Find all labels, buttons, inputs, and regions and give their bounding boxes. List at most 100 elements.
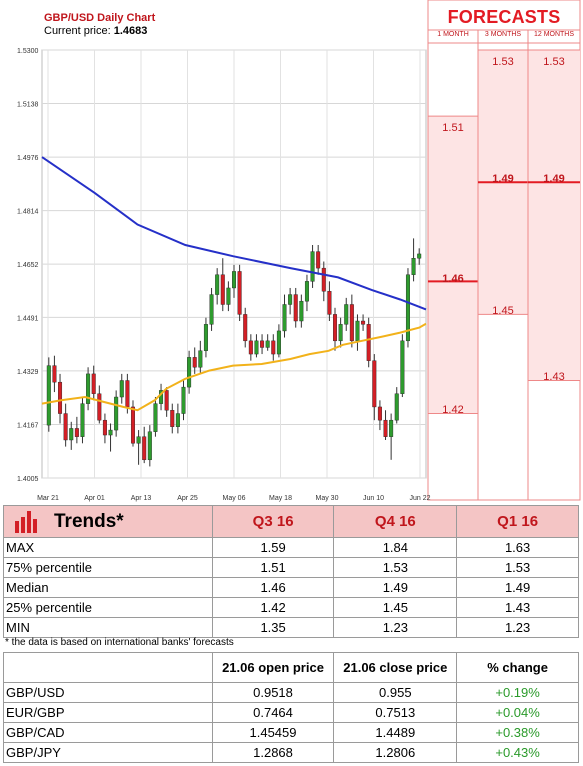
x-tick-label: May 30 — [316, 495, 339, 502]
x-tick-label: Jun 22 — [409, 495, 430, 502]
candle-bullish — [299, 300, 304, 322]
y-tick-label: 1.5138 — [17, 102, 39, 109]
y-tick-label: 1.4814 — [17, 209, 39, 216]
candle-bearish — [366, 324, 371, 361]
candle-bullish — [304, 281, 309, 302]
candle-bullish — [276, 330, 281, 355]
candle-bullish — [209, 294, 214, 325]
candle-bearish — [271, 340, 276, 355]
candle-bullish — [265, 340, 270, 348]
candle-bearish — [130, 406, 135, 444]
candle-bearish — [192, 357, 197, 368]
candle-bearish — [243, 314, 248, 342]
y-tick-label: 1.4329 — [17, 369, 39, 376]
candle-bullish — [344, 304, 349, 325]
price-chart: 1.5300 1.5138 1.4976 1.4814 1.4652 1.4491 1.43… — [17, 0, 581, 502]
x-tick-label: Apr 13 — [131, 495, 152, 502]
col-change: % change — [456, 652, 579, 683]
candle-bullish — [187, 357, 192, 388]
y-tick-label: 1.4005 — [17, 476, 39, 483]
trends-title: Trends* — [54, 510, 124, 532]
x-tick-label: Apr 25 — [177, 495, 198, 502]
candle-bearish — [383, 419, 388, 437]
current-price-value: 1.4683 — [113, 25, 148, 37]
table-row: MAX 1.59 1.84 1.63 — [3, 537, 579, 558]
y-tick-label: 1.5300 — [17, 48, 39, 55]
moving-average-long — [41, 156, 427, 311]
col-open-price: 21.06 open price — [211, 652, 335, 683]
candle-bearish — [170, 410, 175, 427]
candle-bearish — [63, 413, 68, 441]
candle-bullish — [203, 324, 208, 351]
forecast-3m-high: 1.53 — [492, 56, 514, 68]
trends-col-q4: Q4 16 — [333, 505, 458, 538]
x-tick-label: Apr 01 — [84, 495, 105, 502]
table-row: 75% percentile 1.51 1.53 1.53 — [3, 557, 579, 578]
candle-bearish — [361, 320, 366, 325]
candle-bullish — [394, 393, 399, 421]
candle-bearish — [316, 251, 321, 269]
table-row: MIN 1.35 1.23 1.23 — [3, 617, 579, 638]
prices-table: 21.06 open price 21.06 close price % cha… — [3, 652, 579, 763]
candle-bearish — [260, 340, 265, 348]
candle-bullish — [114, 396, 119, 431]
forecast-3m-median: 1.49 — [492, 173, 514, 185]
candle-bullish — [310, 251, 315, 282]
y-tick-label: 1.4167 — [17, 422, 39, 429]
x-tick-label: May 06 — [223, 495, 246, 502]
col-close-price: 21.06 close price — [333, 652, 458, 683]
candle-bullish — [389, 419, 394, 437]
table-row: GBP/JPY 1.2868 1.2806 +0.43% — [3, 742, 579, 763]
candle-bullish — [226, 287, 231, 305]
forecasts-title: FORECASTS — [447, 7, 561, 27]
candle-bullish — [405, 274, 410, 342]
candle-bullish — [400, 340, 405, 394]
y-tick-label: 1.4491 — [17, 315, 39, 322]
candle-bullish — [69, 428, 74, 441]
forecast-12m-median: 1.49 — [543, 173, 565, 185]
y-tick-label: 1.4976 — [17, 155, 39, 162]
candle-bullish — [119, 380, 124, 398]
candle-bearish — [125, 380, 130, 408]
candle-bearish — [91, 373, 96, 394]
candle-bearish — [164, 390, 169, 411]
candle-bearish — [74, 428, 79, 437]
horizon-12-months: 12 MONTHS — [533, 31, 575, 38]
candle-bearish — [248, 340, 253, 355]
candle-bullish — [108, 429, 113, 436]
candle-bearish — [372, 360, 377, 408]
candle-bullish — [417, 253, 422, 259]
table-row: GBP/CAD 1.45459 1.4489 +0.38% — [3, 722, 579, 743]
trends-table: Trends* Q3 16 Q4 16 Q1 16 MAX 1.59 1.84 … — [3, 505, 579, 638]
moving-average-short — [41, 322, 427, 412]
forecast-range-band — [528, 50, 580, 381]
trends-footnote: * the data is based on international ban… — [5, 637, 234, 648]
candle-bullish — [338, 324, 343, 342]
table-row: Median 1.46 1.49 1.49 — [3, 577, 579, 598]
candle-bullish — [153, 403, 158, 432]
candle-bullish — [46, 365, 51, 426]
candle-bullish — [254, 340, 259, 355]
candle-bullish — [80, 403, 85, 437]
y-tick-label: 1.4652 — [17, 262, 39, 269]
candle-bearish — [293, 294, 298, 322]
candle-bullish — [411, 258, 416, 275]
bar-chart-icon — [15, 510, 37, 533]
candle-bullish — [198, 350, 203, 368]
forecast-3m-low: 1.45 — [492, 305, 514, 317]
table-row: 25% percentile 1.42 1.45 1.43 — [3, 597, 579, 618]
table-row: EUR/GBP 0.7464 0.7513 +0.04% — [3, 702, 579, 723]
candle-bearish — [327, 291, 332, 315]
candle-bearish — [333, 314, 338, 342]
forecast-12m-high: 1.53 — [543, 56, 565, 68]
candle-bullish — [282, 304, 287, 332]
forecast-1m-median: 1.46 — [442, 273, 464, 285]
candle-bearish — [321, 267, 326, 292]
candle-bearish — [97, 393, 102, 421]
candle-bullish — [181, 386, 186, 414]
forecast-1m-high: 1.51 — [442, 122, 464, 134]
candle-bearish — [237, 271, 242, 315]
candle-bullish — [86, 373, 91, 404]
forecast-1m-low: 1.42 — [442, 404, 464, 416]
candle-bearish — [220, 274, 225, 305]
